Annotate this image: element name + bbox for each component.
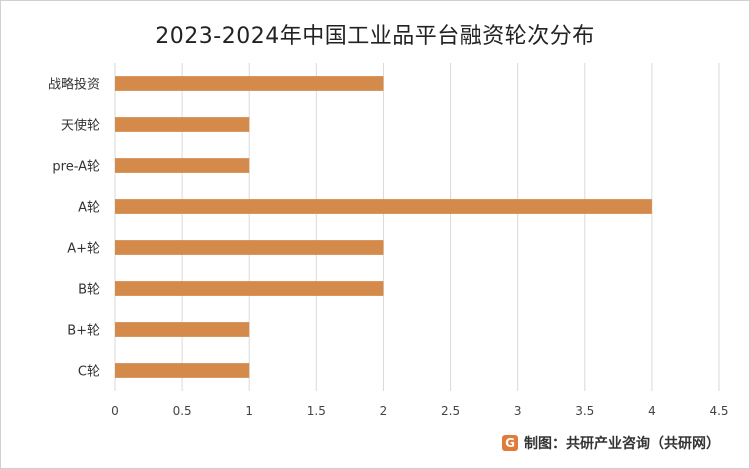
bar bbox=[115, 117, 250, 132]
x-tick-label: 3 bbox=[514, 404, 522, 418]
category-label: 战略投资 bbox=[48, 77, 100, 93]
bar bbox=[115, 76, 384, 91]
category-label: pre-A轮 bbox=[52, 160, 100, 175]
category-label: B轮 bbox=[78, 283, 100, 298]
bar bbox=[115, 363, 250, 378]
source-credit: G 制图：共研产业咨询（共研网） bbox=[502, 433, 720, 453]
x-tick-label: 4 bbox=[648, 404, 656, 418]
category-label: A+轮 bbox=[67, 242, 100, 257]
x-tick-label: 2.5 bbox=[441, 404, 460, 418]
bar bbox=[115, 199, 652, 214]
bar bbox=[115, 281, 384, 296]
x-tick-label: 4.5 bbox=[709, 404, 728, 418]
x-tick-label: 3.5 bbox=[575, 404, 594, 418]
brand-logo-icon: G bbox=[502, 435, 518, 451]
x-tick-labels: 0 0.5 1 1.5 2 2.5 3 3.5 4 4.5 bbox=[111, 404, 728, 418]
category-label: C轮 bbox=[78, 365, 100, 380]
gridlines bbox=[114, 63, 720, 391]
bar bbox=[115, 322, 250, 337]
x-tick-label: 2 bbox=[380, 404, 388, 418]
bar bbox=[115, 240, 384, 255]
x-tick-label: 0.5 bbox=[173, 404, 192, 418]
bars bbox=[115, 76, 652, 378]
category-label: 天使轮 bbox=[61, 118, 100, 134]
source-text: 制图：共研产业咨询（共研网） bbox=[524, 436, 720, 452]
x-tick-label: 1 bbox=[245, 404, 253, 418]
x-tick-label: 1.5 bbox=[307, 404, 326, 418]
category-label: A轮 bbox=[78, 201, 100, 216]
category-label: B+轮 bbox=[67, 324, 100, 339]
bar bbox=[115, 158, 250, 173]
x-tick-label: 0 bbox=[111, 404, 119, 418]
chart-title: 2023-2024年中国工业品平台融资轮次分布 bbox=[155, 24, 595, 49]
